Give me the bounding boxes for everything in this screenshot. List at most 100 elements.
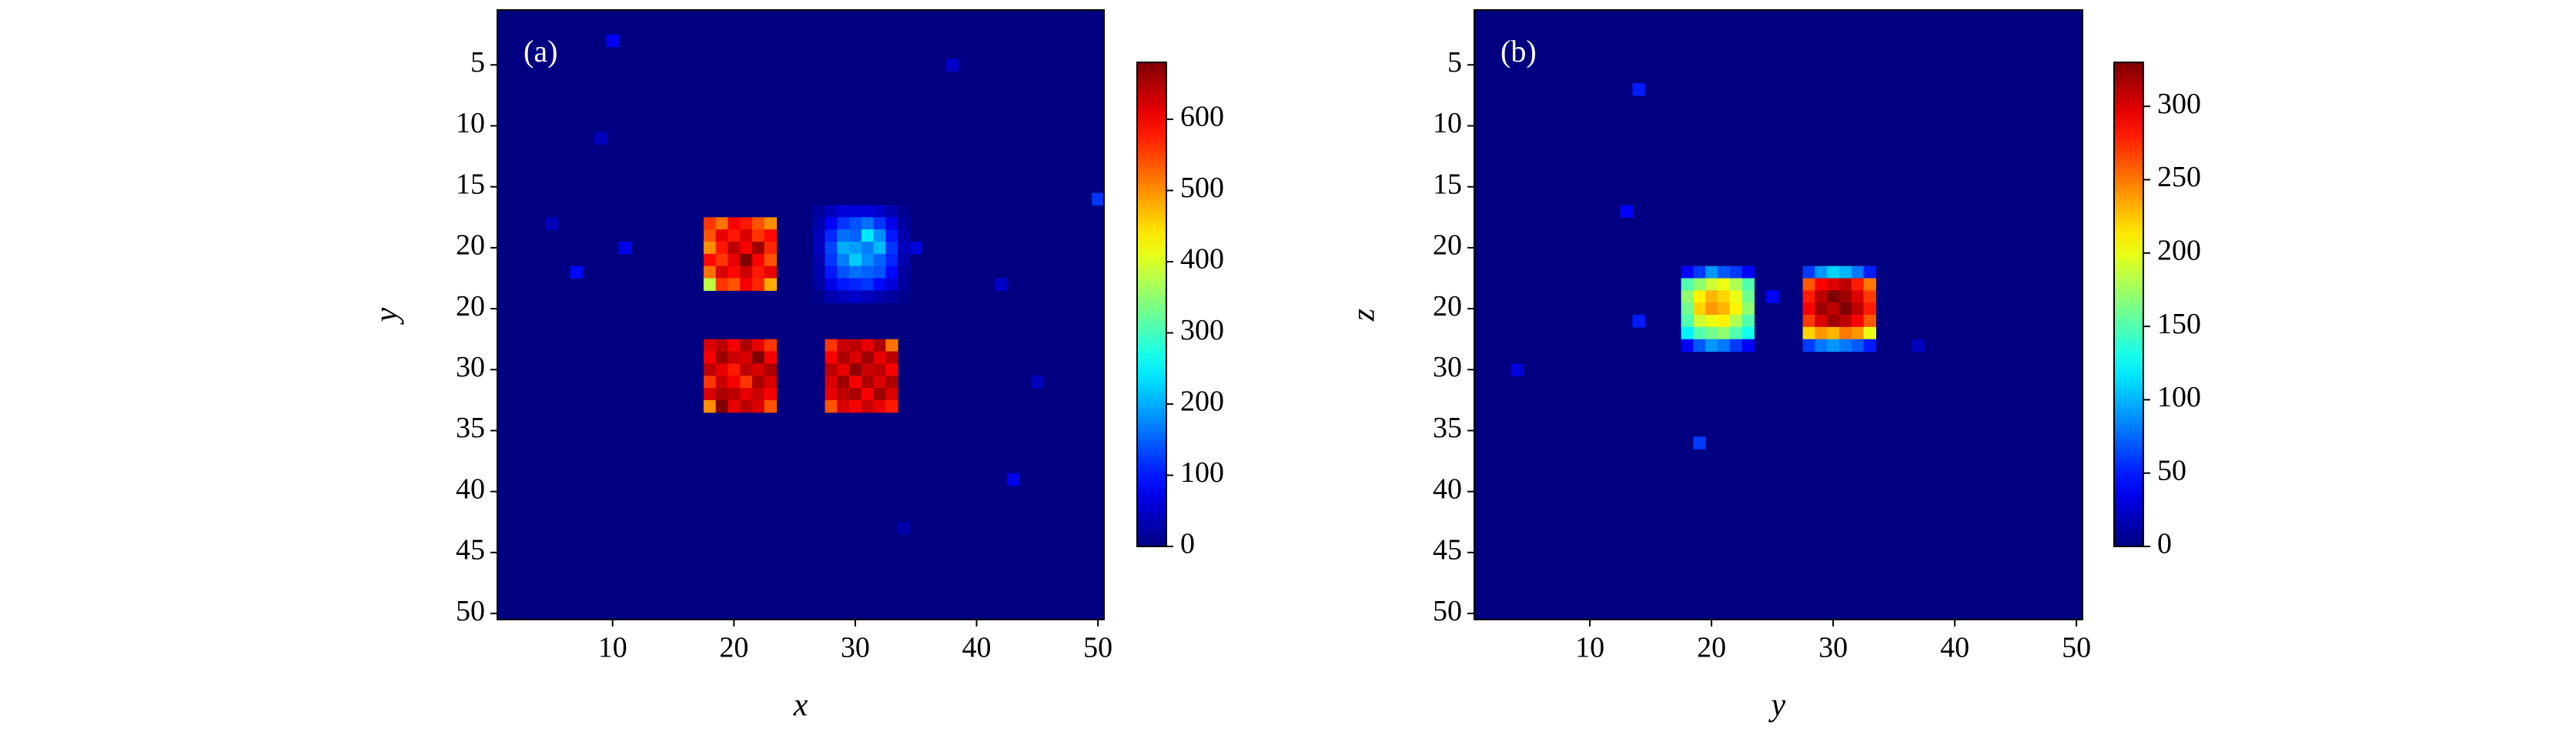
- heatmap-cell: [703, 399, 717, 413]
- heatmap-cell: [715, 241, 729, 255]
- heatmap-cell: [764, 278, 778, 291]
- heatmap-cell: [1802, 326, 1815, 340]
- x-tick-label: 20: [719, 632, 748, 664]
- y-tick-label: 20: [1433, 229, 1462, 262]
- heatmap-cell: [764, 266, 778, 279]
- heatmap-cell: [1766, 290, 1779, 303]
- heatmap-cell: [1632, 83, 1645, 96]
- heatmap-cell: [1802, 339, 1815, 352]
- y-tick-label: 35: [1433, 412, 1462, 444]
- heatmap-cell: [1718, 266, 1731, 279]
- heatmap-cell: [825, 278, 838, 291]
- heatmap-cell: [715, 339, 729, 352]
- colorbar-tick-label: 50: [2157, 454, 2186, 486]
- heatmap-cell: [751, 278, 765, 291]
- heatmap-cell: [873, 229, 886, 242]
- y-tick-label: 10: [456, 107, 485, 139]
- heatmap-cell: [1705, 278, 1718, 291]
- heatmap-cell: [837, 290, 850, 303]
- colorbar-tick-label: 500: [1180, 172, 1224, 204]
- heatmap-cell: [873, 253, 886, 267]
- heatmap-cell: [764, 351, 778, 364]
- heatmap-cell: [1718, 290, 1731, 303]
- heatmap-cell: [825, 351, 838, 364]
- heatmap-cell: [837, 241, 850, 255]
- heatmap-cell: [861, 290, 875, 303]
- colorbar-tick-label: 300: [2157, 88, 2201, 120]
- heatmap-cell: [1863, 326, 1876, 340]
- heatmap-cell: [728, 376, 741, 389]
- heatmap-cell: [1681, 302, 1694, 316]
- y-tick-label: 50: [1433, 595, 1462, 627]
- heatmap-cell: [812, 241, 826, 255]
- x-tick-label: 40: [962, 632, 992, 664]
- heatmap-cell: [751, 266, 765, 279]
- heatmap-cell: [885, 253, 898, 267]
- heatmap-cell: [1693, 266, 1706, 279]
- heatmap-cell: [898, 229, 911, 242]
- colorbar-tick-label: 150: [2157, 308, 2201, 340]
- colorbar-tick-label: 0: [2157, 528, 2172, 560]
- heatmap-cell: [1632, 315, 1645, 328]
- heatmap-cell: [812, 217, 826, 230]
- heatmap-cell: [715, 351, 729, 364]
- heatmap-cell: [1851, 266, 1865, 279]
- heatmap-cell: [1827, 302, 1840, 316]
- heatmap-cell: [751, 388, 765, 401]
- heatmap-cell: [1741, 339, 1755, 352]
- heatmap-cell: [898, 278, 911, 291]
- heatmap-cell: [1729, 315, 1743, 328]
- heatmap-cell: [715, 278, 729, 291]
- heatmap-cell: [1681, 266, 1694, 279]
- heatmap-cell: [1693, 290, 1706, 303]
- heatmap-cell: [861, 205, 875, 218]
- heatmap-cell: [751, 241, 765, 255]
- heatmap-cell: [849, 351, 862, 364]
- y-tick-label: 15: [1433, 168, 1462, 200]
- heatmap-cell: [728, 388, 741, 401]
- colorbar-tick-label: 200: [1180, 386, 1224, 418]
- heatmap-cell: [873, 290, 886, 303]
- heatmap-cell: [885, 241, 898, 255]
- heatmap-cell: [825, 229, 838, 242]
- heatmap-cell: [740, 266, 753, 279]
- heatmap-cell: [861, 229, 875, 242]
- heatmap-cell: [837, 339, 850, 352]
- heatmap-cell: [764, 399, 778, 413]
- heatmap-cell: [1741, 290, 1755, 303]
- heatmap-cell: [812, 290, 826, 303]
- heatmap-cell: [728, 363, 741, 376]
- heatmap-background: [1474, 10, 2083, 620]
- heatmap-cell: [715, 253, 729, 267]
- heatmap-cell: [1729, 326, 1743, 340]
- heatmap-cell: [849, 229, 862, 242]
- heatmap-cell: [873, 217, 886, 230]
- heatmap-cell: [825, 217, 838, 230]
- heatmap-cell: [861, 278, 875, 291]
- heatmap-cell: [715, 388, 729, 401]
- heatmap-cell: [885, 388, 898, 401]
- heatmap-cell: [703, 363, 717, 376]
- heatmap-cell: [873, 241, 886, 255]
- heatmap-cell: [1718, 339, 1731, 352]
- heatmap-cell: [861, 241, 875, 255]
- heatmap-cell: [898, 217, 911, 230]
- heatmap-cell: [825, 376, 838, 389]
- colorbar-tick-label: 200: [2157, 235, 2201, 267]
- heatmap-cell: [1839, 278, 1852, 291]
- heatmap-cell: [740, 351, 753, 364]
- x-axis-label: x: [793, 688, 808, 723]
- heatmap-cell: [849, 253, 862, 267]
- x-axis-label: y: [1768, 688, 1786, 723]
- heatmap-cell: [898, 290, 911, 303]
- heatmap-cell: [1681, 278, 1694, 291]
- heatmap-cell: [764, 229, 778, 242]
- heatmap-cell: [885, 376, 898, 389]
- heatmap-cell: [1681, 326, 1694, 340]
- heatmap-cell: [873, 399, 886, 413]
- heatmap-cell: [837, 229, 850, 242]
- heatmap-cell: [1741, 278, 1755, 291]
- heatmap-cell: [715, 363, 729, 376]
- colorbar-tick-label: 400: [1180, 243, 1224, 276]
